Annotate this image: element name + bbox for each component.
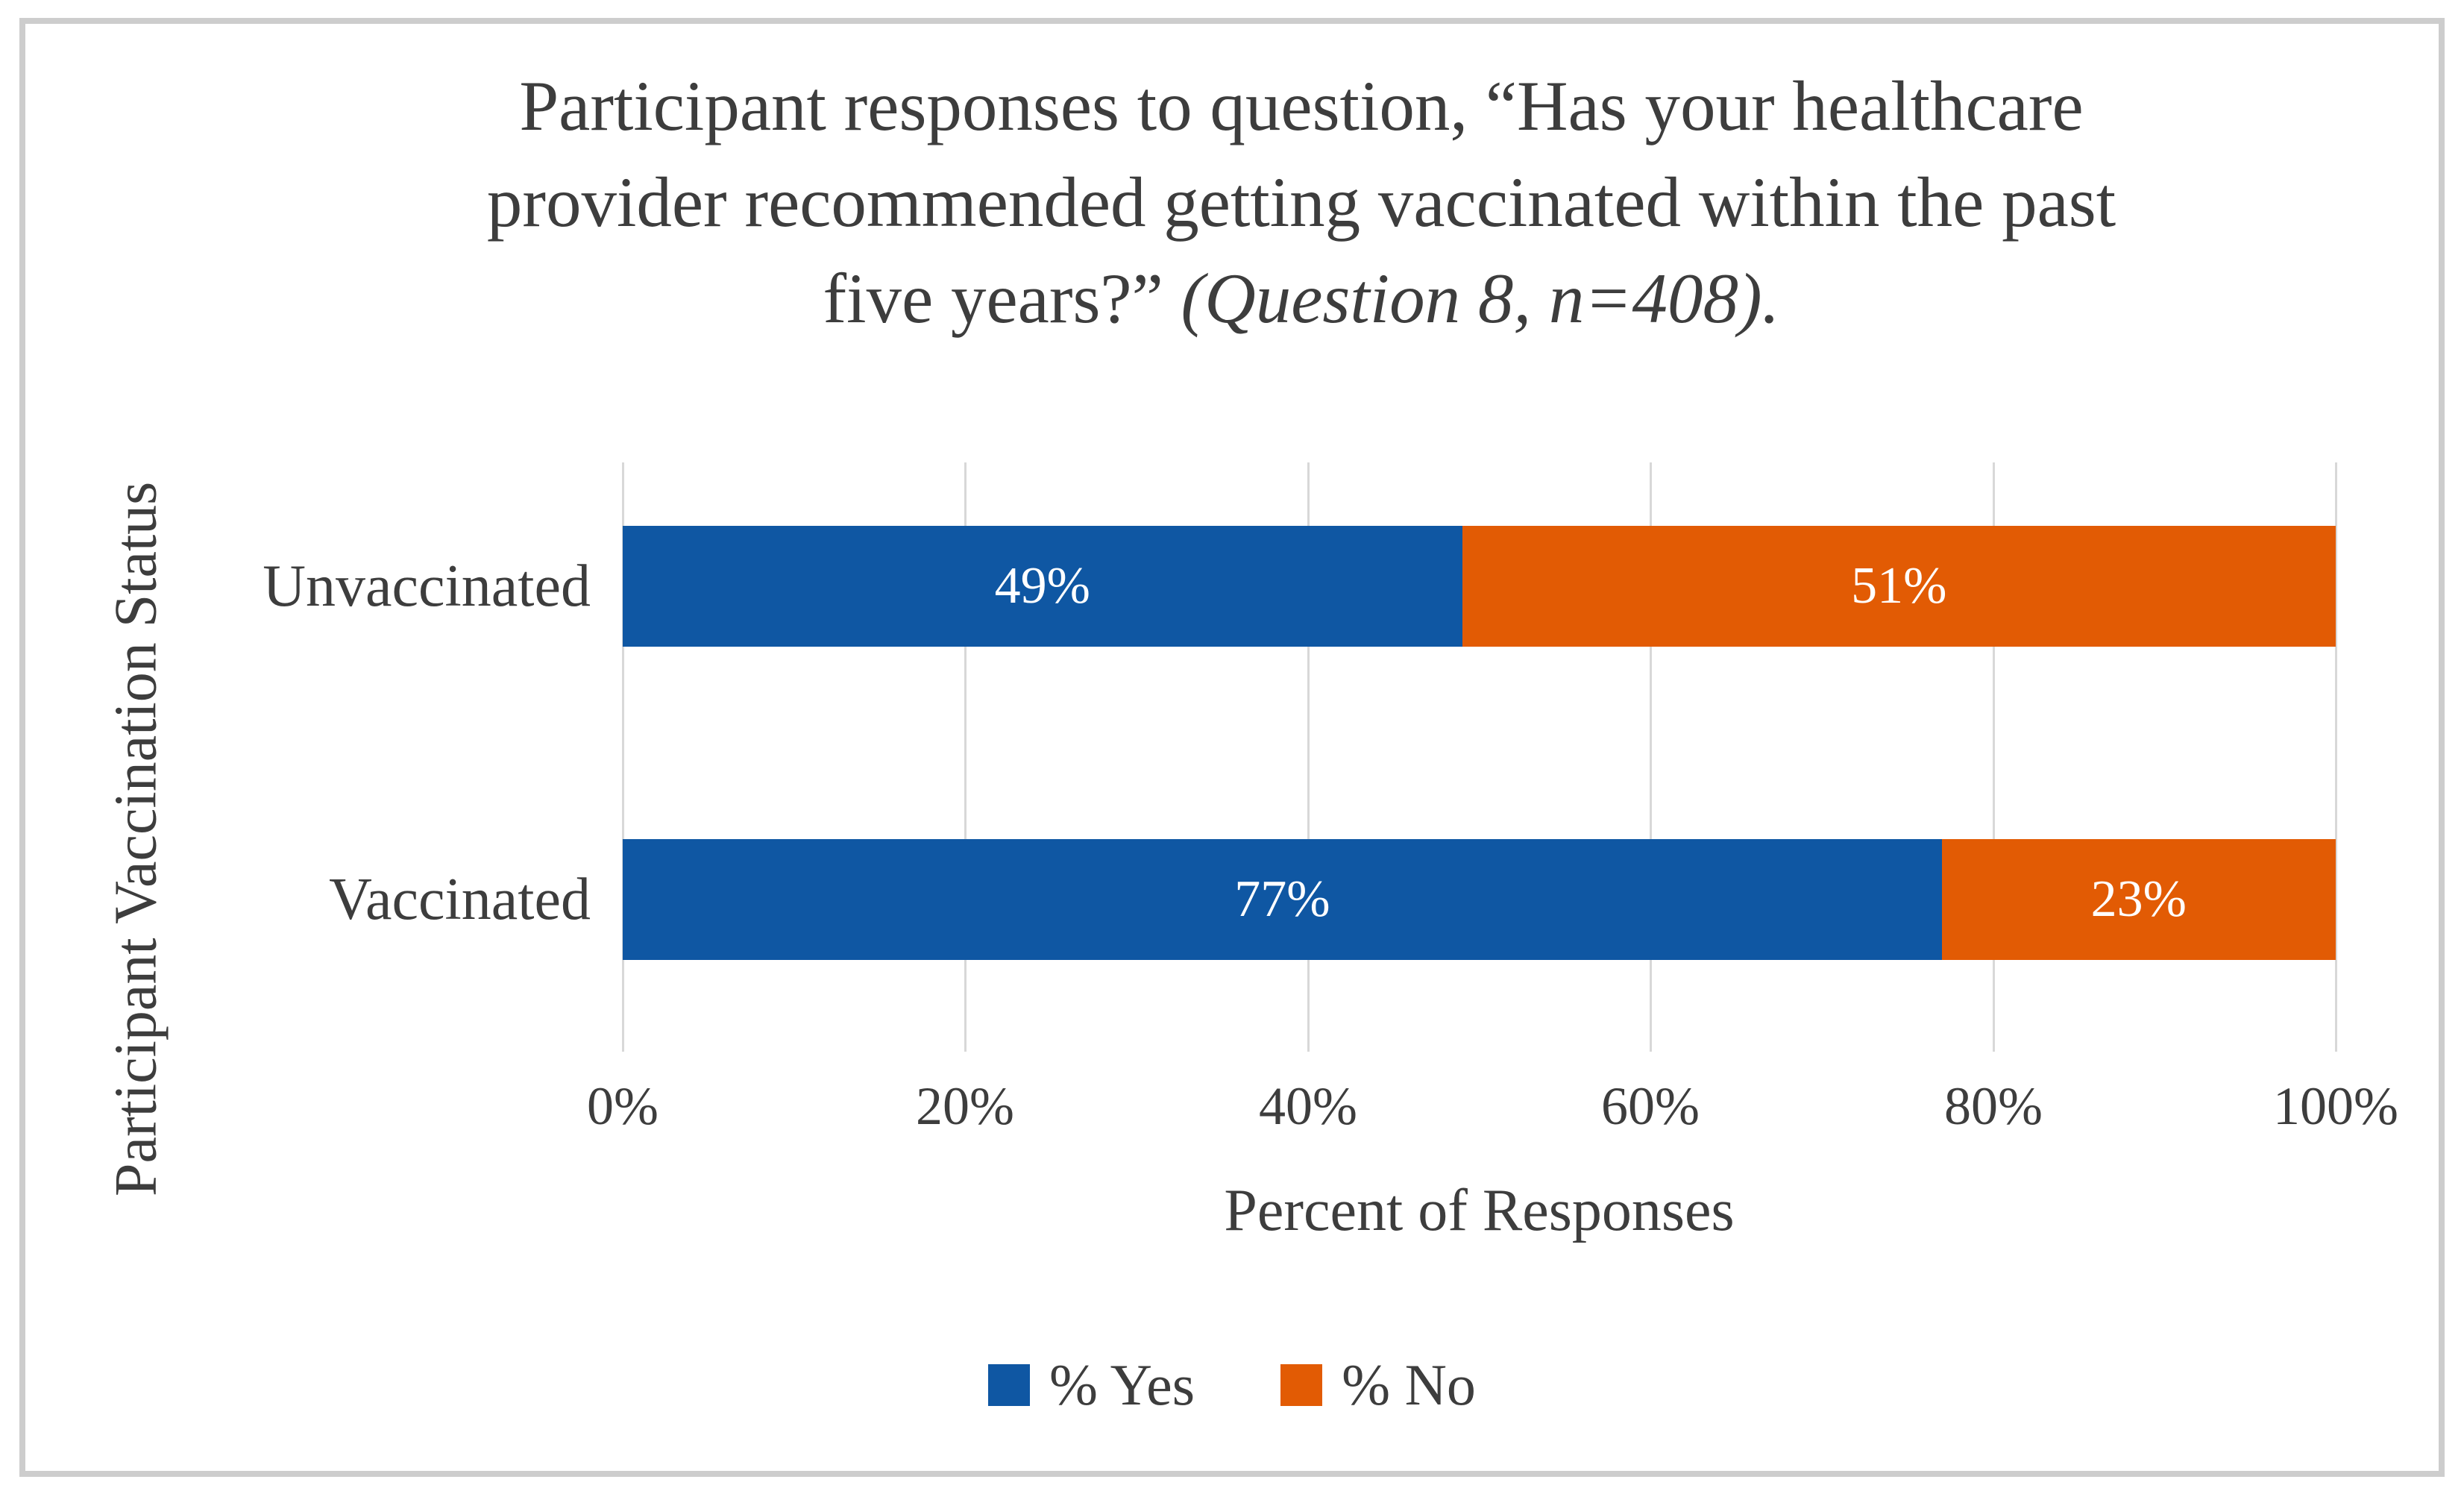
- bar-segment-unvaccinated-yes: 49%: [623, 526, 1462, 647]
- legend-swatch-yes: [988, 1364, 1031, 1406]
- category-label-vaccinated: Vaccinated: [329, 866, 591, 932]
- category-label-unvaccinated: Unvaccinated: [263, 553, 591, 619]
- gridline-80%: [1992, 462, 1995, 1052]
- legend-swatch-no: [1280, 1364, 1323, 1406]
- x-axis-title: Percent of Responses: [1224, 1178, 1735, 1243]
- chart-title-italic-note: (Question 8, n=408).: [1181, 259, 1780, 339]
- x-tick-100: 100%: [2273, 1076, 2398, 1136]
- bar-segment-vaccinated-yes: 77%: [623, 839, 1942, 960]
- chart-title-line-2: provider recommended getting vaccinated …: [486, 163, 2116, 242]
- legend-label-no: % No: [1342, 1352, 1476, 1417]
- gridline-100%: [2335, 462, 2337, 1052]
- gridline-40%: [1307, 462, 1310, 1052]
- bar-row-unvaccinated: 49% 51%: [623, 526, 2336, 647]
- gridline-20%: [964, 462, 967, 1052]
- data-label: 23%: [2090, 870, 2187, 928]
- x-tick-60: 60%: [1601, 1076, 1700, 1136]
- x-tick-40: 40%: [1259, 1076, 1357, 1136]
- bar-segment-vaccinated-no: 23%: [1941, 839, 2336, 960]
- data-label: 77%: [1234, 870, 1330, 928]
- x-tick-0: 0%: [587, 1076, 659, 1136]
- bar-row-vaccinated: 77% 23%: [623, 839, 2336, 960]
- data-label: 51%: [1851, 557, 1947, 615]
- chart-title-line-3: five years?” (Question 8, n=408).: [183, 251, 2420, 347]
- figure-border-frame: [19, 18, 2445, 1477]
- chart-title: Participant responses to question, “Has …: [183, 58, 2420, 348]
- chart-title-line-3-regular: five years?”: [823, 259, 1163, 339]
- x-tick-80: 80%: [1944, 1076, 2043, 1136]
- chart-title-line-1: Participant responses to question, “Has …: [519, 66, 2084, 145]
- gridline-0%: [622, 462, 624, 1052]
- bar-segment-unvaccinated-no: 51%: [1462, 526, 2336, 647]
- data-label: 49%: [994, 557, 1090, 615]
- legend-item-yes: % Yes: [988, 1352, 1195, 1419]
- legend-label-yes: % Yes: [1049, 1352, 1195, 1417]
- plot-area: 49% 51% 77% 23%: [622, 462, 2337, 1052]
- chart-legend: % Yes % No: [0, 1352, 2464, 1419]
- legend-item-no: % No: [1280, 1352, 1476, 1419]
- x-tick-20: 20%: [916, 1076, 1014, 1136]
- gridline-60%: [1650, 462, 1653, 1052]
